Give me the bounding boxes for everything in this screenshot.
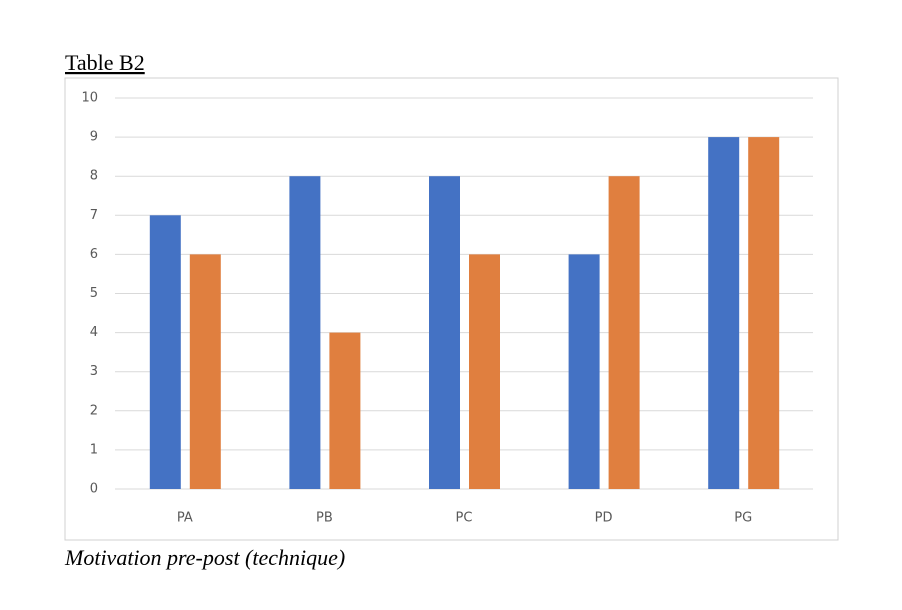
y-tick-label: 9 — [90, 130, 98, 145]
bar — [189, 254, 221, 489]
y-tick-label: 6 — [90, 247, 98, 262]
chart-caption: Motivation pre-post (technique) — [64, 545, 345, 570]
y-tick-label: 1 — [90, 442, 98, 457]
y-tick-label: 3 — [90, 364, 98, 379]
x-tick-label: PG — [734, 511, 752, 526]
bar — [568, 254, 600, 489]
bar — [469, 254, 500, 489]
bar — [708, 137, 740, 489]
bar — [289, 176, 321, 489]
y-tick-label: 5 — [90, 286, 98, 301]
y-tick-label: 2 — [90, 403, 98, 418]
bar — [329, 332, 361, 489]
bar — [748, 137, 780, 489]
bar — [149, 215, 181, 490]
y-tick-label: 8 — [90, 169, 98, 184]
y-tick-label: 7 — [90, 208, 98, 223]
bar — [608, 176, 640, 489]
x-tick-label: PC — [456, 511, 473, 526]
y-tick-label: 10 — [81, 91, 98, 106]
x-tick-label: PD — [595, 511, 613, 526]
y-tick-label: 0 — [90, 482, 98, 497]
x-tick-label: PA — [177, 511, 193, 526]
bar — [429, 176, 460, 489]
y-tick-label: 4 — [90, 325, 98, 340]
chart-title: Table B2 — [65, 50, 145, 75]
chart-frame — [64, 77, 839, 541]
x-tick-label: PB — [316, 511, 333, 526]
